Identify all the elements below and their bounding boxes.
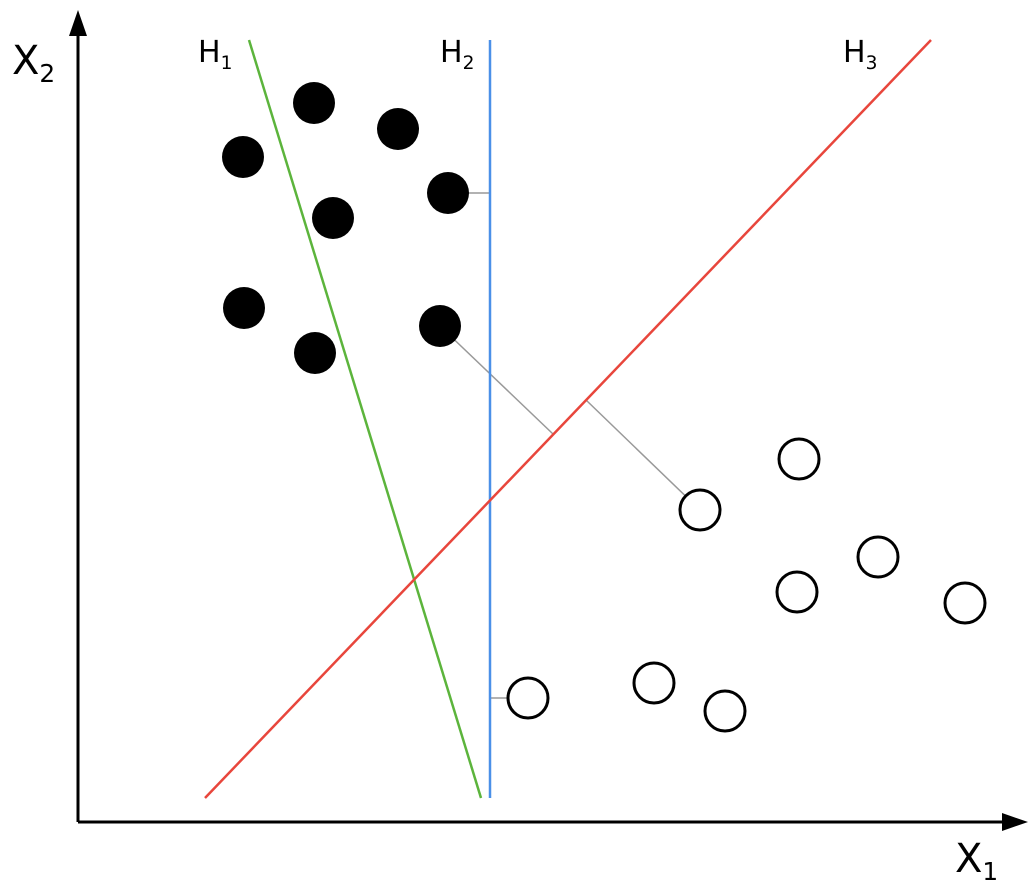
label-letter: X [955, 836, 982, 882]
axes [69, 10, 1028, 831]
hyperplane-h1 [247, 39, 483, 799]
point [943, 581, 987, 625]
label-letter: H [843, 35, 866, 70]
label-index: 2 [463, 53, 475, 74]
label-index: 1 [982, 857, 998, 886]
hyperplane-label: H1 [198, 35, 232, 74]
point [632, 661, 676, 705]
hyperplane-label: H2 [440, 35, 474, 74]
margins [439, 192, 701, 699]
point [427, 172, 469, 214]
point [223, 287, 265, 329]
margin-line [585, 399, 701, 511]
label-index: 1 [221, 53, 233, 74]
label-letter: X [12, 38, 39, 84]
point [312, 197, 354, 239]
label-index: 3 [866, 53, 878, 74]
y-arrow [69, 10, 87, 36]
hyperplane-h3 [204, 39, 932, 799]
point [777, 437, 821, 481]
point [678, 488, 722, 532]
point [419, 305, 461, 347]
x-axis-label: X1 [955, 836, 998, 886]
point [222, 136, 264, 178]
class-b-points [506, 437, 987, 733]
label-letter: H [198, 35, 221, 70]
x-arrow [1002, 813, 1028, 831]
point [775, 570, 819, 614]
margin-line [439, 325, 554, 435]
point [506, 676, 550, 720]
point [377, 108, 419, 150]
label-letter: H [440, 35, 463, 70]
point [856, 535, 900, 579]
label-index: 2 [39, 59, 55, 88]
point [703, 689, 747, 733]
point [293, 82, 335, 124]
class-a-points [222, 82, 469, 374]
point [294, 332, 336, 374]
y-axis-label: X2 [12, 38, 55, 88]
hyperplane-label: H3 [843, 35, 877, 74]
